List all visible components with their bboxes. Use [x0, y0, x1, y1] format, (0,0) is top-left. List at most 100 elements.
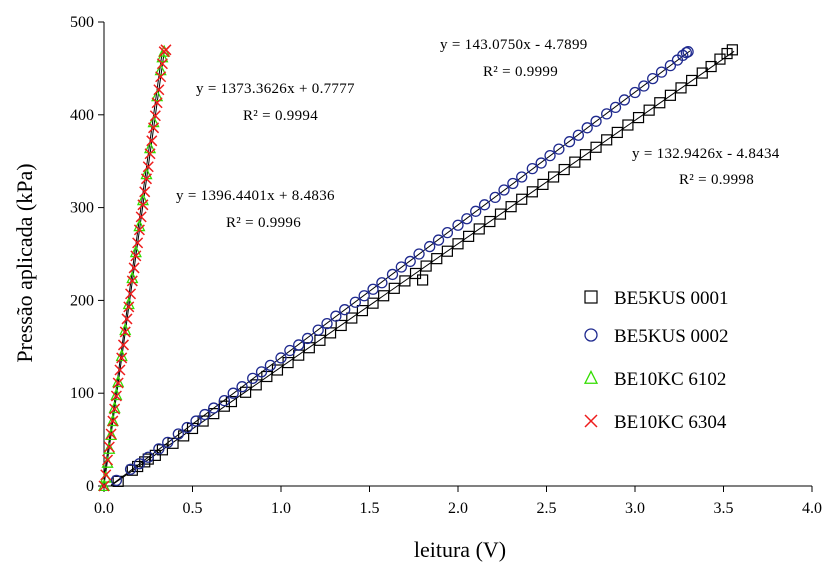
data-point	[409, 267, 422, 280]
data-point	[139, 186, 151, 198]
x-tick-label: 3.0	[625, 500, 645, 517]
x-tick-label: 1.5	[360, 500, 380, 517]
x-stroke	[121, 313, 133, 325]
data-point	[547, 171, 560, 183]
data-point	[473, 223, 485, 235]
data-point	[208, 408, 220, 420]
data-point	[284, 344, 296, 357]
data-point	[544, 149, 556, 162]
data-point	[664, 89, 677, 101]
data-point	[395, 261, 408, 273]
data-point	[218, 394, 231, 407]
x-stroke	[105, 428, 117, 440]
data-point	[132, 237, 144, 249]
x-stroke	[140, 173, 153, 185]
x-stroke	[110, 390, 122, 402]
data-point	[590, 141, 602, 153]
data-point	[647, 72, 659, 85]
data-point	[147, 115, 160, 128]
data-point	[156, 58, 168, 70]
data-point	[579, 149, 592, 161]
data-point	[664, 59, 677, 72]
data-point	[516, 171, 528, 183]
x-stroke	[133, 224, 145, 236]
data-point	[643, 104, 655, 116]
data-point	[149, 110, 161, 122]
data-point	[655, 66, 668, 78]
data-point	[162, 436, 174, 449]
data-point	[432, 234, 445, 246]
x-stroke	[139, 186, 151, 198]
data-point	[629, 86, 641, 99]
legend-marker	[584, 290, 598, 304]
data-point	[250, 379, 262, 391]
data-point	[526, 186, 538, 198]
data-point	[123, 301, 135, 313]
r2-label-bek6304: R² = 0.9994	[243, 108, 318, 124]
data-point	[569, 156, 581, 168]
x-stroke	[116, 352, 128, 364]
data-point	[611, 126, 623, 139]
legend-marker	[583, 369, 599, 384]
data-point	[167, 437, 179, 449]
data-point	[622, 119, 634, 131]
data-point	[103, 441, 115, 453]
data-point	[590, 115, 602, 127]
r2-label-be5kus0001: R² = 0.9998	[679, 172, 754, 188]
axes: 0 100 200 300 400 500 0.0 0.5 1.0 1.5 2.0 2.5 3.0 3.5…	[70, 14, 822, 517]
data-point	[128, 262, 140, 274]
data-point	[572, 129, 585, 141]
data-point	[424, 240, 436, 253]
data-point	[106, 414, 119, 427]
data-point	[153, 84, 165, 96]
data-point	[686, 74, 698, 87]
eq-label-bek6304: y = 1373.3626x + 0.7777	[196, 81, 355, 97]
data-point	[494, 208, 507, 220]
data-point	[618, 94, 631, 106]
legend-label-be5kus0001: BE5KUS 0001	[614, 288, 729, 309]
data-point	[726, 44, 738, 56]
data-point	[100, 469, 112, 481]
x-tick-label: 3.5	[714, 500, 734, 517]
x-stroke	[144, 148, 156, 160]
data-point	[356, 305, 369, 317]
data-point	[386, 268, 399, 281]
data-point	[155, 71, 167, 83]
data-point	[105, 428, 117, 440]
data-point	[146, 135, 158, 147]
x-tick-label: 4.0	[802, 500, 822, 517]
r2-label-be5kus0002: R² = 0.9999	[483, 64, 558, 80]
data-point	[478, 199, 491, 211]
data-point	[558, 163, 570, 176]
data-point	[349, 296, 361, 308]
data-point	[110, 390, 122, 402]
data-point	[227, 387, 239, 399]
x-stroke	[151, 97, 163, 109]
eq-label-be5kus0001: y = 132.9426x - 4.8434	[632, 146, 780, 162]
data-point	[553, 143, 565, 155]
data-point	[388, 282, 400, 294]
x-stroke	[160, 44, 172, 56]
data-point	[151, 89, 164, 102]
x-stroke	[584, 414, 598, 428]
data-point	[142, 161, 154, 173]
x-stroke	[125, 288, 137, 300]
data-point	[441, 227, 454, 239]
data-point	[102, 454, 114, 466]
x-stroke	[112, 377, 124, 389]
data-point	[140, 173, 153, 185]
x-tick-label: 0.5	[183, 500, 203, 517]
data-point	[609, 101, 622, 114]
series-1	[110, 46, 694, 487]
data-point	[143, 141, 157, 154]
data-point	[696, 67, 708, 79]
x-tick-label: 2.5	[537, 500, 557, 517]
x-axis-title: leitura (V)	[414, 537, 506, 562]
series-0	[112, 44, 738, 487]
data-point	[172, 428, 184, 440]
data-point	[160, 44, 172, 56]
data-point	[339, 304, 351, 316]
data-point	[98, 480, 110, 492]
data-point	[293, 339, 305, 351]
y-axis-title: Pressão aplicada (kPa)	[12, 163, 37, 362]
